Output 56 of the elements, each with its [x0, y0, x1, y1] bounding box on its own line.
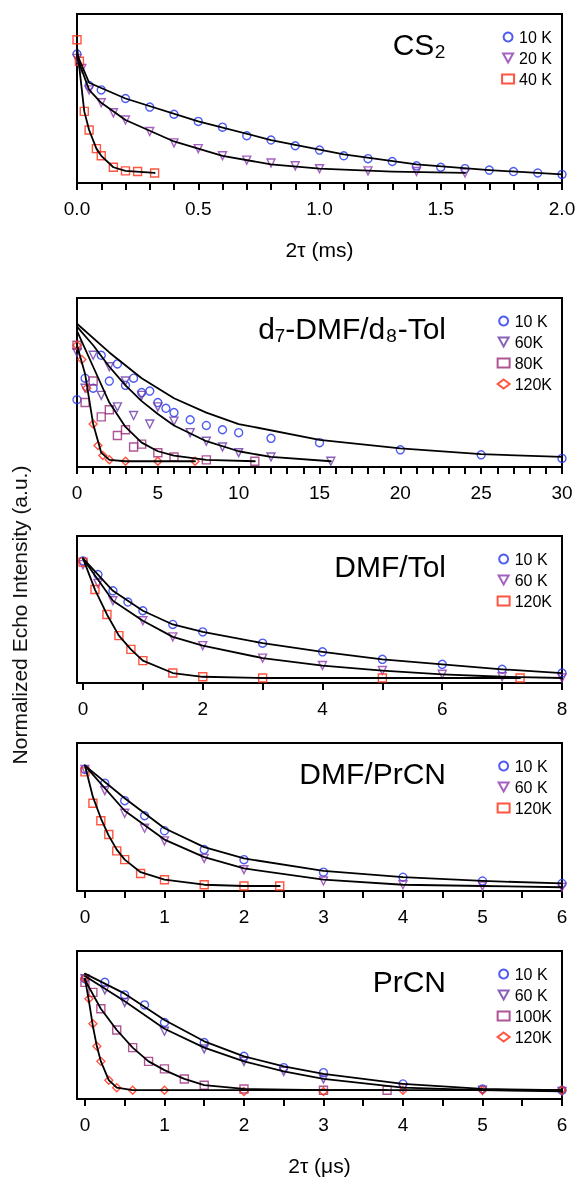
legend-label: 120K — [514, 375, 553, 393]
x-tick-label: 5 — [477, 906, 488, 927]
x-tick-label: 5 — [152, 482, 164, 503]
legend-label: 60 K — [514, 571, 548, 589]
x-tick-label: 1 — [159, 1114, 170, 1135]
chart-title: DMF/PrCN — [299, 756, 447, 790]
legend-label: 10 K — [514, 312, 548, 330]
x-tick-label: 30 — [551, 482, 573, 503]
chart-title: d₇-DMF/d₈-Tol — [258, 311, 446, 345]
x-axis-title: 2τ (μs) — [288, 1154, 351, 1177]
x-tick-label: 6 — [556, 906, 568, 927]
legend-label: 60 K — [514, 778, 548, 796]
x-tick-label: 6 — [556, 1114, 568, 1135]
x-tick-label: 3 — [318, 1114, 329, 1135]
x-tick-label: 0 — [79, 906, 91, 927]
x-tick-label: 5 — [477, 1114, 488, 1135]
x-tick-label: 1.5 — [427, 198, 454, 219]
y-axis-title: Normalized Echo Intensity (a.u.) — [8, 465, 32, 764]
x-tick-label: 0 — [79, 1114, 91, 1135]
x-tick-label: 25 — [470, 482, 492, 503]
x-tick-label: 6 — [436, 698, 448, 719]
legend-label: 20 K — [519, 49, 553, 67]
x-tick-label: 4 — [397, 906, 409, 927]
x-tick-label: 8 — [556, 698, 568, 719]
x-tick-label: 2 — [238, 1114, 250, 1135]
legend-label: 40 K — [519, 70, 553, 88]
x-tick-label: 0.0 — [63, 198, 91, 219]
x-tick-label: 2.0 — [548, 198, 576, 219]
chart-title: DMF/Tol — [334, 549, 447, 583]
x-tick-label: 0 — [77, 698, 89, 719]
legend-label: 120K — [514, 1028, 553, 1046]
legend-label: 80K — [514, 354, 544, 372]
x-tick-label: 2 — [238, 906, 250, 927]
x-tick-label: 4 — [317, 698, 329, 719]
x-tick-label: 4 — [397, 1114, 409, 1135]
legend-label: 10 K — [519, 28, 553, 46]
chart-title: CS₂ — [392, 27, 447, 61]
chart-title: PrCN — [372, 964, 447, 998]
legend-label: 10 K — [514, 550, 548, 568]
x-axis-title: 2τ (ms) — [285, 238, 354, 261]
legend-label: 120K — [514, 592, 553, 610]
x-tick-label: 0.5 — [185, 198, 212, 219]
x-tick-label: 1.0 — [306, 198, 333, 219]
legend-label: 120K — [514, 799, 553, 817]
x-tick-label: 0 — [71, 482, 83, 503]
x-tick-label: 3 — [318, 906, 329, 927]
x-tick-label: 20 — [389, 482, 411, 503]
x-tick-label: 2 — [197, 698, 209, 719]
x-tick-label: 10 — [228, 482, 250, 503]
legend-label: 60 K — [514, 986, 548, 1004]
legend-label: 100K — [514, 1007, 553, 1025]
legend-label: 60K — [514, 333, 544, 351]
x-tick-label: 15 — [308, 482, 331, 503]
x-tick-label: 1 — [159, 906, 170, 927]
legend-label: 10 K — [514, 757, 548, 775]
legend-label: 10 K — [514, 965, 548, 983]
